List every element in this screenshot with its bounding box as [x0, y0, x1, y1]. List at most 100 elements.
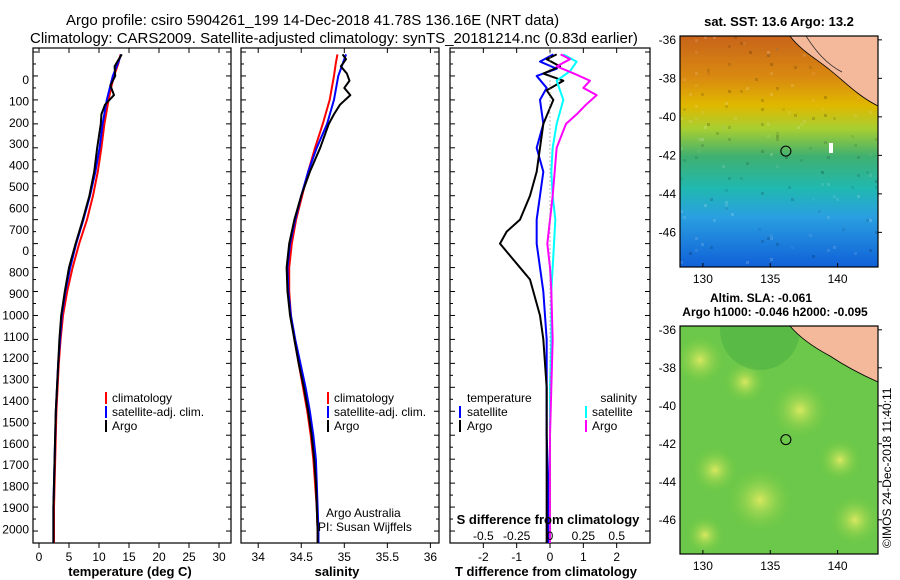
map-y-tick-label: -42	[659, 437, 677, 451]
sla-anomaly-blob	[680, 334, 726, 386]
sst-pixel	[701, 144, 704, 147]
x-tick-label: 34	[252, 550, 266, 564]
figure-title-line1: Argo profile: csiro 5904261_199 14-Dec-2…	[66, 12, 559, 29]
sst-pixel	[761, 99, 764, 102]
sst-map-panel: sat. SST: 13.6 Argo: 13.2 130 135 140 -36 -3…	[659, 14, 882, 286]
y-tick-label: 300	[9, 137, 29, 151]
sst-pixel	[857, 156, 860, 159]
map-y-tick-label: -44	[659, 475, 677, 489]
sst-pixel	[809, 66, 812, 69]
map-y-tick-label: -44	[659, 187, 677, 201]
sst-pixel	[713, 219, 716, 222]
sst-pixel	[836, 198, 839, 201]
sst-pixel	[683, 78, 686, 81]
map-y-tick-label: -40	[659, 110, 677, 124]
x-tick-label: 1	[580, 550, 587, 564]
map-x-tick-label: 130	[693, 272, 713, 286]
sst-pixel	[680, 117, 683, 120]
y-tick-label: 0	[22, 244, 29, 258]
series-line-climatology	[288, 54, 339, 543]
sst-pixel	[758, 228, 761, 231]
sst-pixel	[683, 108, 686, 111]
y-tick-label: 1400	[2, 394, 29, 408]
legend-t-satellite-label: satellite	[467, 405, 508, 419]
sla-anomaly-blob	[726, 466, 794, 534]
y-tick-label: 400	[9, 159, 29, 173]
x-tick-label: 2	[613, 550, 620, 564]
sst-map-title: sat. SST: 13.6 Argo: 13.2	[704, 14, 854, 29]
sst-pixel	[776, 48, 779, 51]
sst-pixel	[851, 135, 854, 138]
map-y-tick-label: -36	[659, 323, 677, 337]
sst-pixel	[695, 105, 698, 108]
sst-pixel	[812, 99, 815, 102]
sla-map-ticks: 130 135 140 -36 -38 -40 -42 -44 -46	[659, 323, 882, 573]
y-tick-label: 1300	[2, 373, 29, 387]
map-y-tick-label: -36	[659, 33, 677, 47]
sst-pixel	[725, 189, 728, 192]
sst-pixel	[767, 54, 770, 57]
map-y-tick-label: -40	[659, 399, 677, 413]
salinity-xlabel: salinity	[315, 564, 361, 579]
sla-profile-location-marker	[780, 434, 792, 446]
s-difference-label: S difference from climatology	[457, 512, 641, 527]
sst-pixel	[695, 84, 698, 87]
sst-pixel	[728, 177, 731, 180]
sst-pixel	[842, 228, 845, 231]
sst-pixel	[728, 63, 731, 66]
sst-pixel	[761, 192, 764, 195]
y-tick-label: 1200	[2, 351, 29, 365]
sst-pixel	[689, 120, 692, 123]
sst-pixel	[701, 93, 704, 96]
sst-pixel	[821, 171, 824, 174]
credit-line2: PI: Susan Wijffels	[318, 520, 412, 534]
sst-pixel	[767, 237, 770, 240]
sst-pixel	[695, 117, 698, 120]
sst-pixel	[695, 39, 698, 42]
sst-pixel	[767, 135, 770, 138]
x-tick-label: 15	[122, 550, 136, 564]
sst-pixel	[866, 219, 869, 222]
s-diff-tick-label: 0	[547, 529, 554, 543]
sst-map-ticks: 130 135 140 -36 -38 -40 -42 -44 -46	[659, 33, 882, 286]
sla-anomaly-blob	[829, 494, 878, 546]
y-tick-label: 1800	[2, 480, 29, 494]
map-y-tick-label: -38	[659, 361, 677, 375]
sst-pixel	[704, 126, 707, 129]
sst-pixel	[698, 138, 701, 141]
sst-pixel	[797, 126, 800, 129]
sst-pixel	[785, 156, 788, 159]
legend-salinity-title: salinity	[600, 391, 637, 405]
map-y-tick-label: -38	[659, 71, 677, 85]
sst-pixel	[851, 186, 854, 189]
sst-pixel	[869, 249, 872, 252]
salinity-x-ticks: 34 34.5 35 35.5 36	[252, 48, 437, 564]
sst-pixel	[725, 207, 728, 210]
sst-pixel	[689, 252, 692, 255]
sst-pixel	[704, 204, 707, 207]
x-tick-label: 0	[547, 550, 554, 564]
sst-pixel	[725, 105, 728, 108]
s-diff-tick-label: 0.5	[608, 529, 625, 543]
difference-panel: -2 -1 0 1 2 S difference from climatology -0…	[449, 47, 651, 579]
sla-map-title: Altim. SLA: -0.061	[710, 291, 812, 305]
sst-pixel	[767, 54, 770, 57]
y-tick-label: 100	[9, 94, 29, 108]
map-x-tick-label: 140	[828, 559, 848, 573]
sst-pixel	[827, 216, 830, 219]
x-tick-label: -1	[511, 550, 522, 564]
y-tick-label: 700	[9, 223, 29, 237]
sst-pixel	[770, 63, 773, 66]
sst-profile-location-marker	[780, 145, 792, 157]
legend-t-argo-label: Argo	[467, 419, 493, 433]
s-diff-tick-label: -0.5	[473, 529, 494, 543]
x-tick-label: -2	[478, 550, 489, 564]
sst-pixel	[740, 42, 743, 45]
sst-pixel	[695, 51, 698, 54]
y-tick-label: 1100	[3, 330, 29, 344]
sla-land-australia	[789, 326, 878, 383]
sst-pixel	[821, 183, 824, 186]
sst-pixel	[875, 138, 878, 141]
x-tick-label: 25	[182, 550, 196, 564]
legend-climatology-label: climatology	[112, 391, 172, 405]
